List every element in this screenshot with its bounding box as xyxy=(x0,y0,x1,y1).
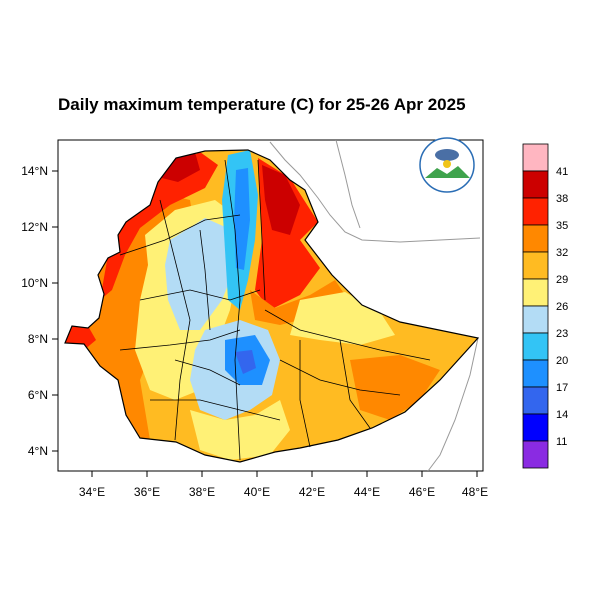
x-tick-label: 48°E xyxy=(462,485,488,499)
y-tick-label: 12°N xyxy=(21,220,48,234)
x-tick-label: 34°E xyxy=(79,485,105,499)
colorbar-swatch xyxy=(522,143,549,172)
colorbar-label: 17 xyxy=(556,382,568,394)
meteorology-agency-logo-icon xyxy=(419,137,475,193)
y-tick-label: 6°N xyxy=(28,388,48,402)
colorbar-swatch xyxy=(522,251,549,280)
colorbar-label: 14 xyxy=(556,409,568,421)
colorbar-swatch xyxy=(522,197,549,226)
y-tick-label: 8°N xyxy=(28,332,48,346)
x-tick-label: 46°E xyxy=(409,485,435,499)
colorbar-swatch xyxy=(522,305,549,334)
colorbar-label: 26 xyxy=(556,301,568,313)
colorbar-swatch xyxy=(522,413,549,442)
colorbar-swatch xyxy=(522,440,549,469)
neighbor-coastlines xyxy=(269,140,481,471)
y-tick-label: 10°N xyxy=(21,276,48,290)
x-tick-label: 44°E xyxy=(354,485,380,499)
y-axis: 14°N 12°N 10°N 8°N 6°N 4°N xyxy=(21,164,58,458)
x-tick-label: 36°E xyxy=(134,485,160,499)
colorbar-label: 23 xyxy=(556,328,568,340)
colorbar: 41 38 35 32 29 26 23 20 17 14 11 xyxy=(522,143,568,469)
colorbar-swatch xyxy=(522,170,549,199)
x-tick-label: 42°E xyxy=(299,485,325,499)
colorbar-swatch xyxy=(522,278,549,307)
y-tick-label: 4°N xyxy=(28,444,48,458)
colorbar-swatch xyxy=(522,386,549,415)
colorbar-swatch xyxy=(522,359,549,388)
y-tick-label: 14°N xyxy=(21,164,48,178)
colorbar-label: 41 xyxy=(556,166,568,178)
boundaries xyxy=(64,149,480,463)
colorbar-swatch xyxy=(522,332,549,361)
page-title: Daily maximum temperature (C) for 25-26 … xyxy=(58,95,466,114)
x-tick-label: 38°E xyxy=(189,485,215,499)
colorbar-label: 20 xyxy=(556,355,568,367)
colorbar-label: 32 xyxy=(556,247,568,259)
x-tick-label: 40°E xyxy=(244,485,270,499)
colorbar-swatch xyxy=(522,224,549,253)
colorbar-label: 11 xyxy=(556,436,567,448)
colorbar-label: 35 xyxy=(556,220,568,232)
x-axis: 34°E 36°E 38°E 40°E 42°E 44°E 46°E 48°E xyxy=(79,471,488,499)
colorbar-label: 29 xyxy=(556,274,568,286)
colorbar-label: 38 xyxy=(556,193,568,205)
